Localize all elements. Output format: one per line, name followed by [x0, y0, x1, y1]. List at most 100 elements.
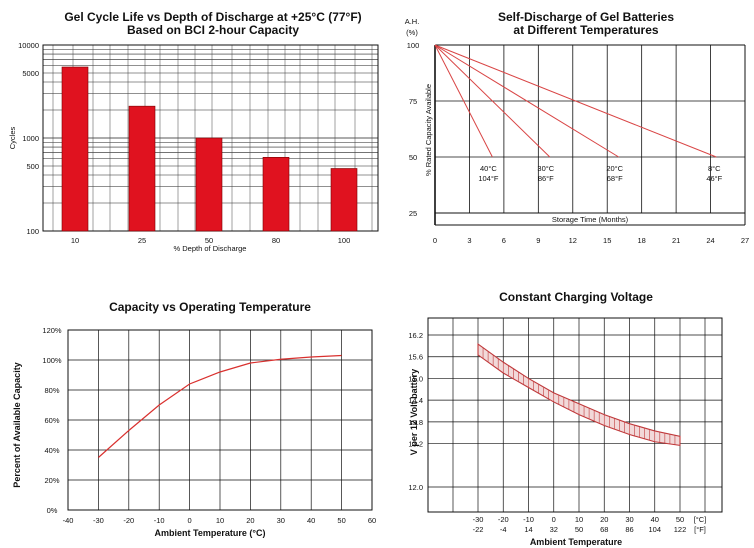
- sd-series-temp-c: 20°C: [606, 164, 623, 173]
- sd-series-line: [434, 44, 619, 158]
- cap-y-tick: 80%: [44, 386, 59, 395]
- cv-x-label: Ambient Temperature: [530, 537, 622, 547]
- cycle-y-tick: 10000: [18, 41, 39, 50]
- cv-x-tick-f: -22: [473, 525, 484, 534]
- sd-y-tick: 100: [407, 41, 420, 50]
- cap-x-tick: 40: [307, 516, 315, 525]
- cycle-bar: [195, 137, 223, 232]
- cap-x-tick: -30: [93, 516, 104, 525]
- cap-y-label: Percent of Available Capacity: [12, 362, 22, 487]
- cv-y-tick: 15.0: [408, 374, 423, 383]
- sd-series-line: [434, 44, 551, 158]
- cv-y-tick: 15.6: [408, 353, 423, 362]
- sd-x-label: Storage Time (Months): [552, 215, 629, 224]
- cap-x-tick: 50: [337, 516, 345, 525]
- cv-x-tick-c: 40: [651, 515, 659, 524]
- sd-y-unit: A.H.: [405, 17, 420, 26]
- cap-y-tick: 60%: [44, 416, 59, 425]
- cap-y-tick: 20%: [44, 476, 59, 485]
- cycle-bar: [262, 157, 290, 232]
- cv-x-tick-c: 30: [625, 515, 633, 524]
- sd-series-temp-f: 46°F: [706, 174, 722, 183]
- cycle-x-tick: 50: [205, 236, 213, 245]
- cv-frame: [427, 317, 723, 513]
- cv-x-tick-c: 10: [575, 515, 583, 524]
- cycle-y-tick: 1000: [22, 134, 39, 143]
- cycle-bar: [330, 168, 358, 232]
- cv-y-tick: 12.0: [408, 483, 423, 492]
- sd-series-temp-c: 40°C: [480, 164, 497, 173]
- sd-x-tick: 15: [603, 236, 611, 245]
- cycle-y-tick: 5000: [22, 69, 39, 78]
- cv-x-tick-f: -4: [500, 525, 507, 534]
- cap-x-tick: 30: [277, 516, 285, 525]
- sd-x-tick: 9: [536, 236, 540, 245]
- cv-y-tick: 16.2: [408, 331, 423, 340]
- sd-y-unit-pct: (%): [406, 28, 418, 37]
- sd-chart-title: Self-Discharge of Gel Batteries: [498, 10, 674, 24]
- cv-x-tick-c: 50: [676, 515, 684, 524]
- cycle-x-label: % Depth of Discharge: [174, 244, 247, 253]
- sd-x-tick: 18: [637, 236, 645, 245]
- cv-x-tick-f: 86: [625, 525, 633, 534]
- cap-y-tick: 100%: [42, 356, 62, 365]
- sd-y-label: % Rated Capacity Available: [424, 84, 433, 176]
- cycle-x-tick: 25: [138, 236, 146, 245]
- sd-y-tick: 75: [409, 97, 417, 106]
- cycle-bar: [61, 66, 89, 232]
- cap-y-tick: 0%: [47, 506, 58, 515]
- cap-x-label: Ambient Temperature (°C): [155, 528, 266, 538]
- sd-x-tick: 3: [467, 236, 471, 245]
- cycle-life-chart: [42, 44, 379, 232]
- cv-x-tick-f: 50: [575, 525, 583, 534]
- cv-x-tick-f: 68: [600, 525, 608, 534]
- cycle-x-tick: 100: [338, 236, 351, 245]
- cap-chart-title: Capacity vs Operating Temperature: [109, 300, 311, 314]
- cv-x-tick-f: 32: [550, 525, 558, 534]
- cap-x-tick: -20: [123, 516, 134, 525]
- sd-series-temp-c: 30°C: [537, 164, 554, 173]
- cv-chart-title: Constant Charging Voltage: [499, 290, 653, 304]
- cv-y-tick: 13.8: [408, 418, 423, 427]
- sd-series-line: [434, 44, 717, 158]
- cycle-y-label: Cycles: [8, 127, 17, 150]
- cv-y-tick: 14.4: [408, 396, 423, 405]
- cap-x-tick: 10: [216, 516, 224, 525]
- cv-x-unit-f: [°F]: [694, 525, 706, 534]
- cv-y-tick: 13.2: [408, 440, 423, 449]
- cap-x-tick: 0: [188, 516, 192, 525]
- sd-y-tick: 50: [409, 153, 417, 162]
- sd-x-tick: 21: [672, 236, 680, 245]
- sd-x-tick: 24: [706, 236, 714, 245]
- cv-x-tick-c: -30: [473, 515, 484, 524]
- sd-series-temp-f: 68°F: [607, 174, 623, 183]
- cycle-chart-subtitle: Based on BCI 2-hour Capacity: [127, 23, 299, 37]
- cycle-x-tick: 80: [272, 236, 280, 245]
- cap-x-tick: 20: [246, 516, 254, 525]
- cv-x-tick-f: 122: [674, 525, 687, 534]
- cycle-y-tick: 100: [26, 227, 39, 236]
- cycle-bar: [128, 105, 156, 232]
- cap-y-tick: 40%: [44, 446, 59, 455]
- cycle-chart-title: Gel Cycle Life vs Depth of Discharge at …: [64, 10, 361, 24]
- cv-x-tick-c: -20: [498, 515, 509, 524]
- cap-x-tick: 60: [368, 516, 376, 525]
- sd-x-tick: 12: [569, 236, 577, 245]
- cap-x-tick: -10: [154, 516, 165, 525]
- sd-series-line: [434, 44, 493, 158]
- sd-series-temp-f: 86°F: [538, 174, 554, 183]
- cv-x-tick-c: 20: [600, 515, 608, 524]
- sd-y-tick: 25: [409, 209, 417, 218]
- cap-x-tick: -40: [63, 516, 74, 525]
- sd-series-temp-f: 104°F: [478, 174, 499, 183]
- cycle-x-tick: 10: [71, 236, 79, 245]
- cv-x-tick-c: 0: [552, 515, 556, 524]
- cap-series-line: [98, 354, 342, 458]
- cv-x-tick-f: 104: [648, 525, 661, 534]
- cap-frame: [67, 329, 373, 511]
- cycle-y-tick: 500: [26, 162, 39, 171]
- sd-x-tick: 27: [741, 236, 749, 245]
- charging-chart: [427, 317, 723, 513]
- cv-x-tick-c: -10: [523, 515, 534, 524]
